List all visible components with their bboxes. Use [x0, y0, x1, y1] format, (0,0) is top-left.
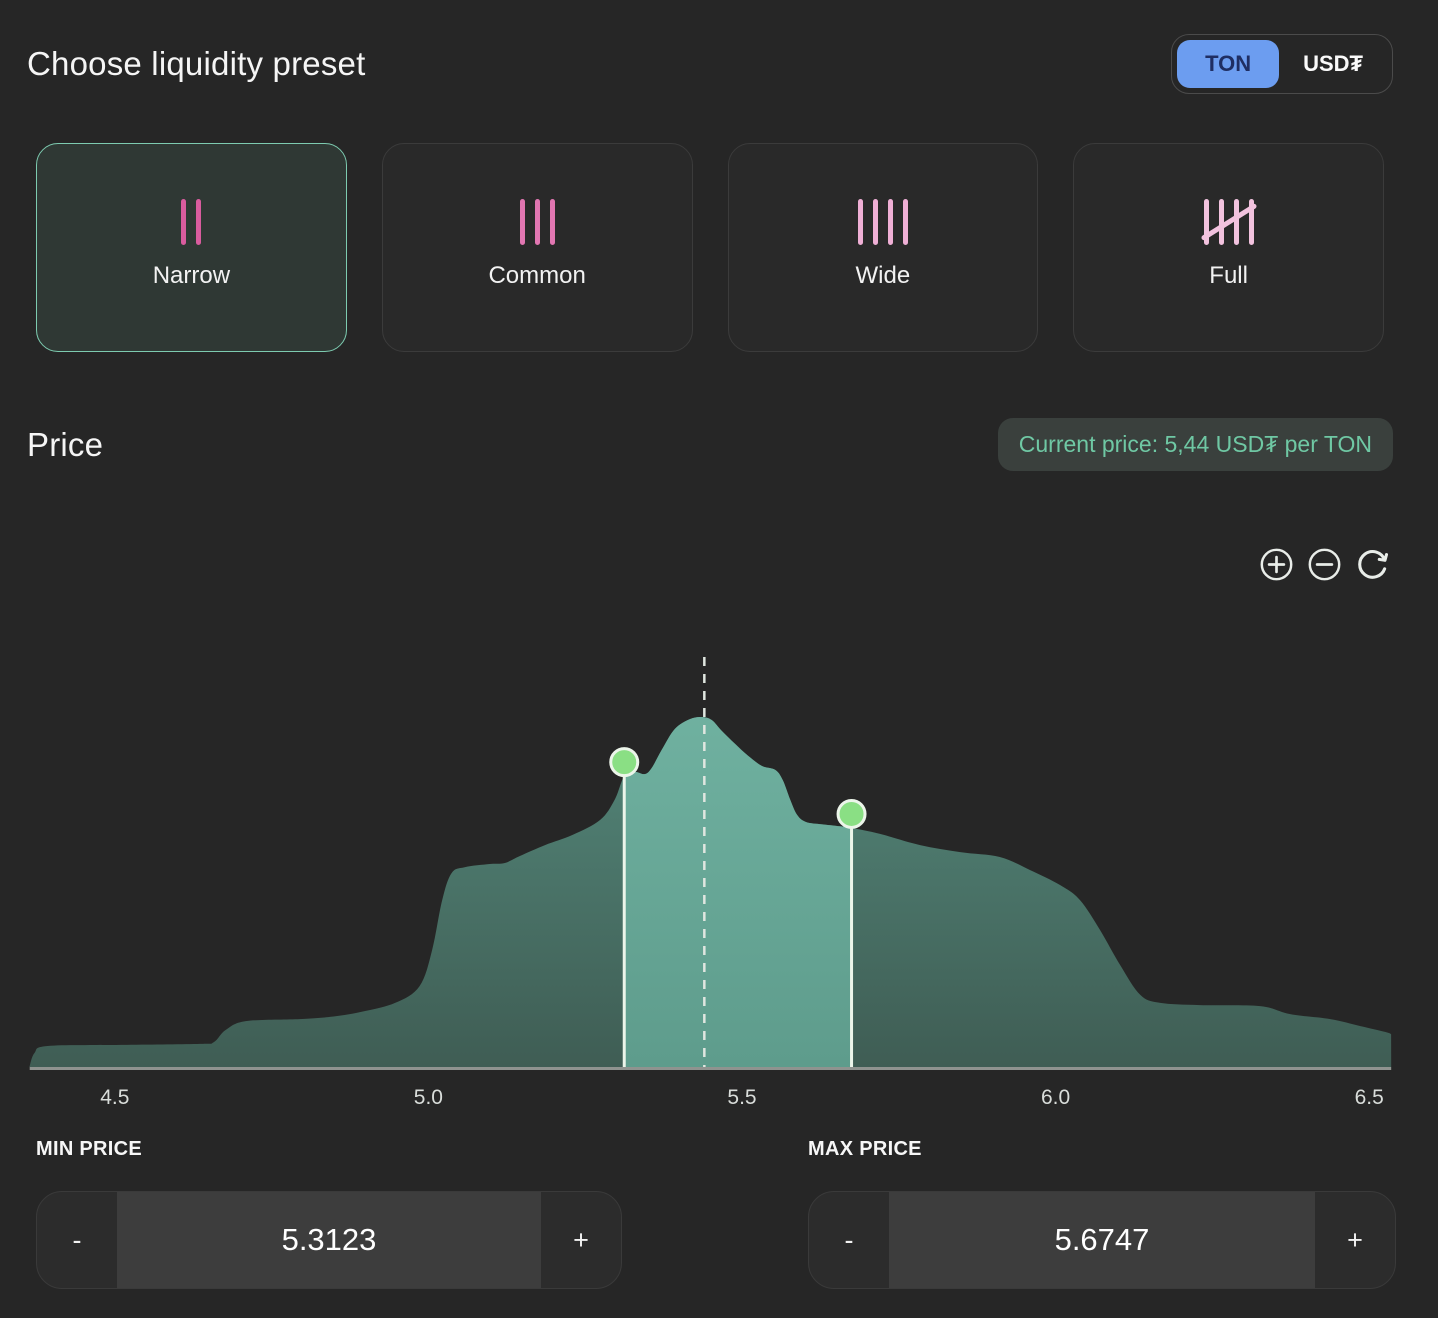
preset-card-wide[interactable]: Wide — [727, 143, 1039, 352]
x-axis-ticks: 4.5 5.0 5.5 6.0 6.5 — [100, 1086, 1384, 1109]
reset-zoom-icon — [1358, 550, 1389, 579]
max-handle-dot-icon[interactable] — [836, 798, 867, 829]
max-price-decrement-button[interactable]: - — [809, 1192, 889, 1288]
price-range-inputs: MIN PRICE - 5.3123 + MAX PRICE - 5.6747 … — [36, 1128, 1396, 1289]
min-price-increment-button[interactable]: + — [541, 1192, 621, 1288]
liquidity-chart-area: 4.5 5.0 5.5 6.0 6.5 — [0, 640, 1438, 1110]
tally-4-icon — [857, 199, 908, 245]
max-price-handle[interactable] — [836, 798, 867, 1067]
preset-label: Wide — [855, 262, 911, 289]
x-axis-tick: 6.5 — [1355, 1086, 1384, 1109]
min-price-stepper: - 5.3123 + — [36, 1191, 622, 1289]
header: Choose liquidity preset TON USD₮ — [27, 34, 1393, 94]
preset-card-narrow[interactable]: Narrow — [36, 143, 347, 352]
chart-zoom-controls — [1258, 546, 1391, 583]
currency-toggle: TON USD₮ — [1171, 34, 1393, 94]
max-price-stepper: - 5.6747 + — [808, 1191, 1396, 1289]
min-handle-dot-icon[interactable] — [609, 747, 640, 778]
preset-card-common[interactable]: Common — [381, 143, 693, 352]
selected-range-area — [624, 716, 852, 1067]
min-price-decrement-button[interactable]: - — [37, 1192, 117, 1288]
tally-2-icon — [181, 199, 202, 245]
x-axis-tick: 4.5 — [100, 1086, 129, 1109]
min-price-label: MIN PRICE — [36, 1138, 143, 1160]
max-price-increment-button[interactable]: + — [1315, 1192, 1395, 1288]
current-price-badge: Current price: 5,44 USD₮ per TON — [997, 418, 1393, 471]
currency-toggle-usdt[interactable]: USD₮ — [1279, 40, 1387, 88]
preset-label: Full — [1209, 262, 1248, 289]
tally-5-icon — [1200, 199, 1258, 245]
x-axis-tick: 6.0 — [1041, 1086, 1070, 1109]
zoom-out-button[interactable] — [1306, 546, 1343, 583]
reset-zoom-button[interactable] — [1354, 546, 1391, 583]
price-title: Price — [27, 425, 104, 463]
page-title: Choose liquidity preset — [27, 45, 366, 82]
preset-cards: Narrow Common Wide Full — [36, 143, 1384, 352]
preset-label: Common — [488, 262, 586, 289]
x-axis-tick: 5.0 — [414, 1086, 443, 1109]
min-price-value[interactable]: 5.3123 — [117, 1192, 541, 1288]
preset-label: Narrow — [152, 262, 231, 289]
min-price-column: MIN PRICE - 5.3123 + — [36, 1128, 622, 1289]
preset-card-full[interactable]: Full — [1073, 143, 1384, 352]
max-price-value[interactable]: 5.6747 — [889, 1192, 1315, 1288]
zoom-in-button[interactable] — [1258, 546, 1295, 583]
max-price-column: MAX PRICE - 5.6747 + — [808, 1128, 1396, 1289]
zoom-out-icon — [1308, 548, 1341, 581]
liquidity-distribution-chart: 4.5 5.0 5.5 6.0 6.5 — [29, 657, 1392, 1109]
currency-toggle-ton[interactable]: TON — [1177, 40, 1280, 88]
min-price-handle[interactable] — [609, 747, 640, 1067]
zoom-in-icon — [1260, 548, 1293, 581]
max-price-label: MAX PRICE — [808, 1138, 922, 1160]
x-axis-tick: 5.5 — [727, 1086, 756, 1109]
price-section-header: Price Current price: 5,44 USD₮ per TON — [27, 418, 1393, 471]
tally-3-icon — [519, 199, 555, 245]
